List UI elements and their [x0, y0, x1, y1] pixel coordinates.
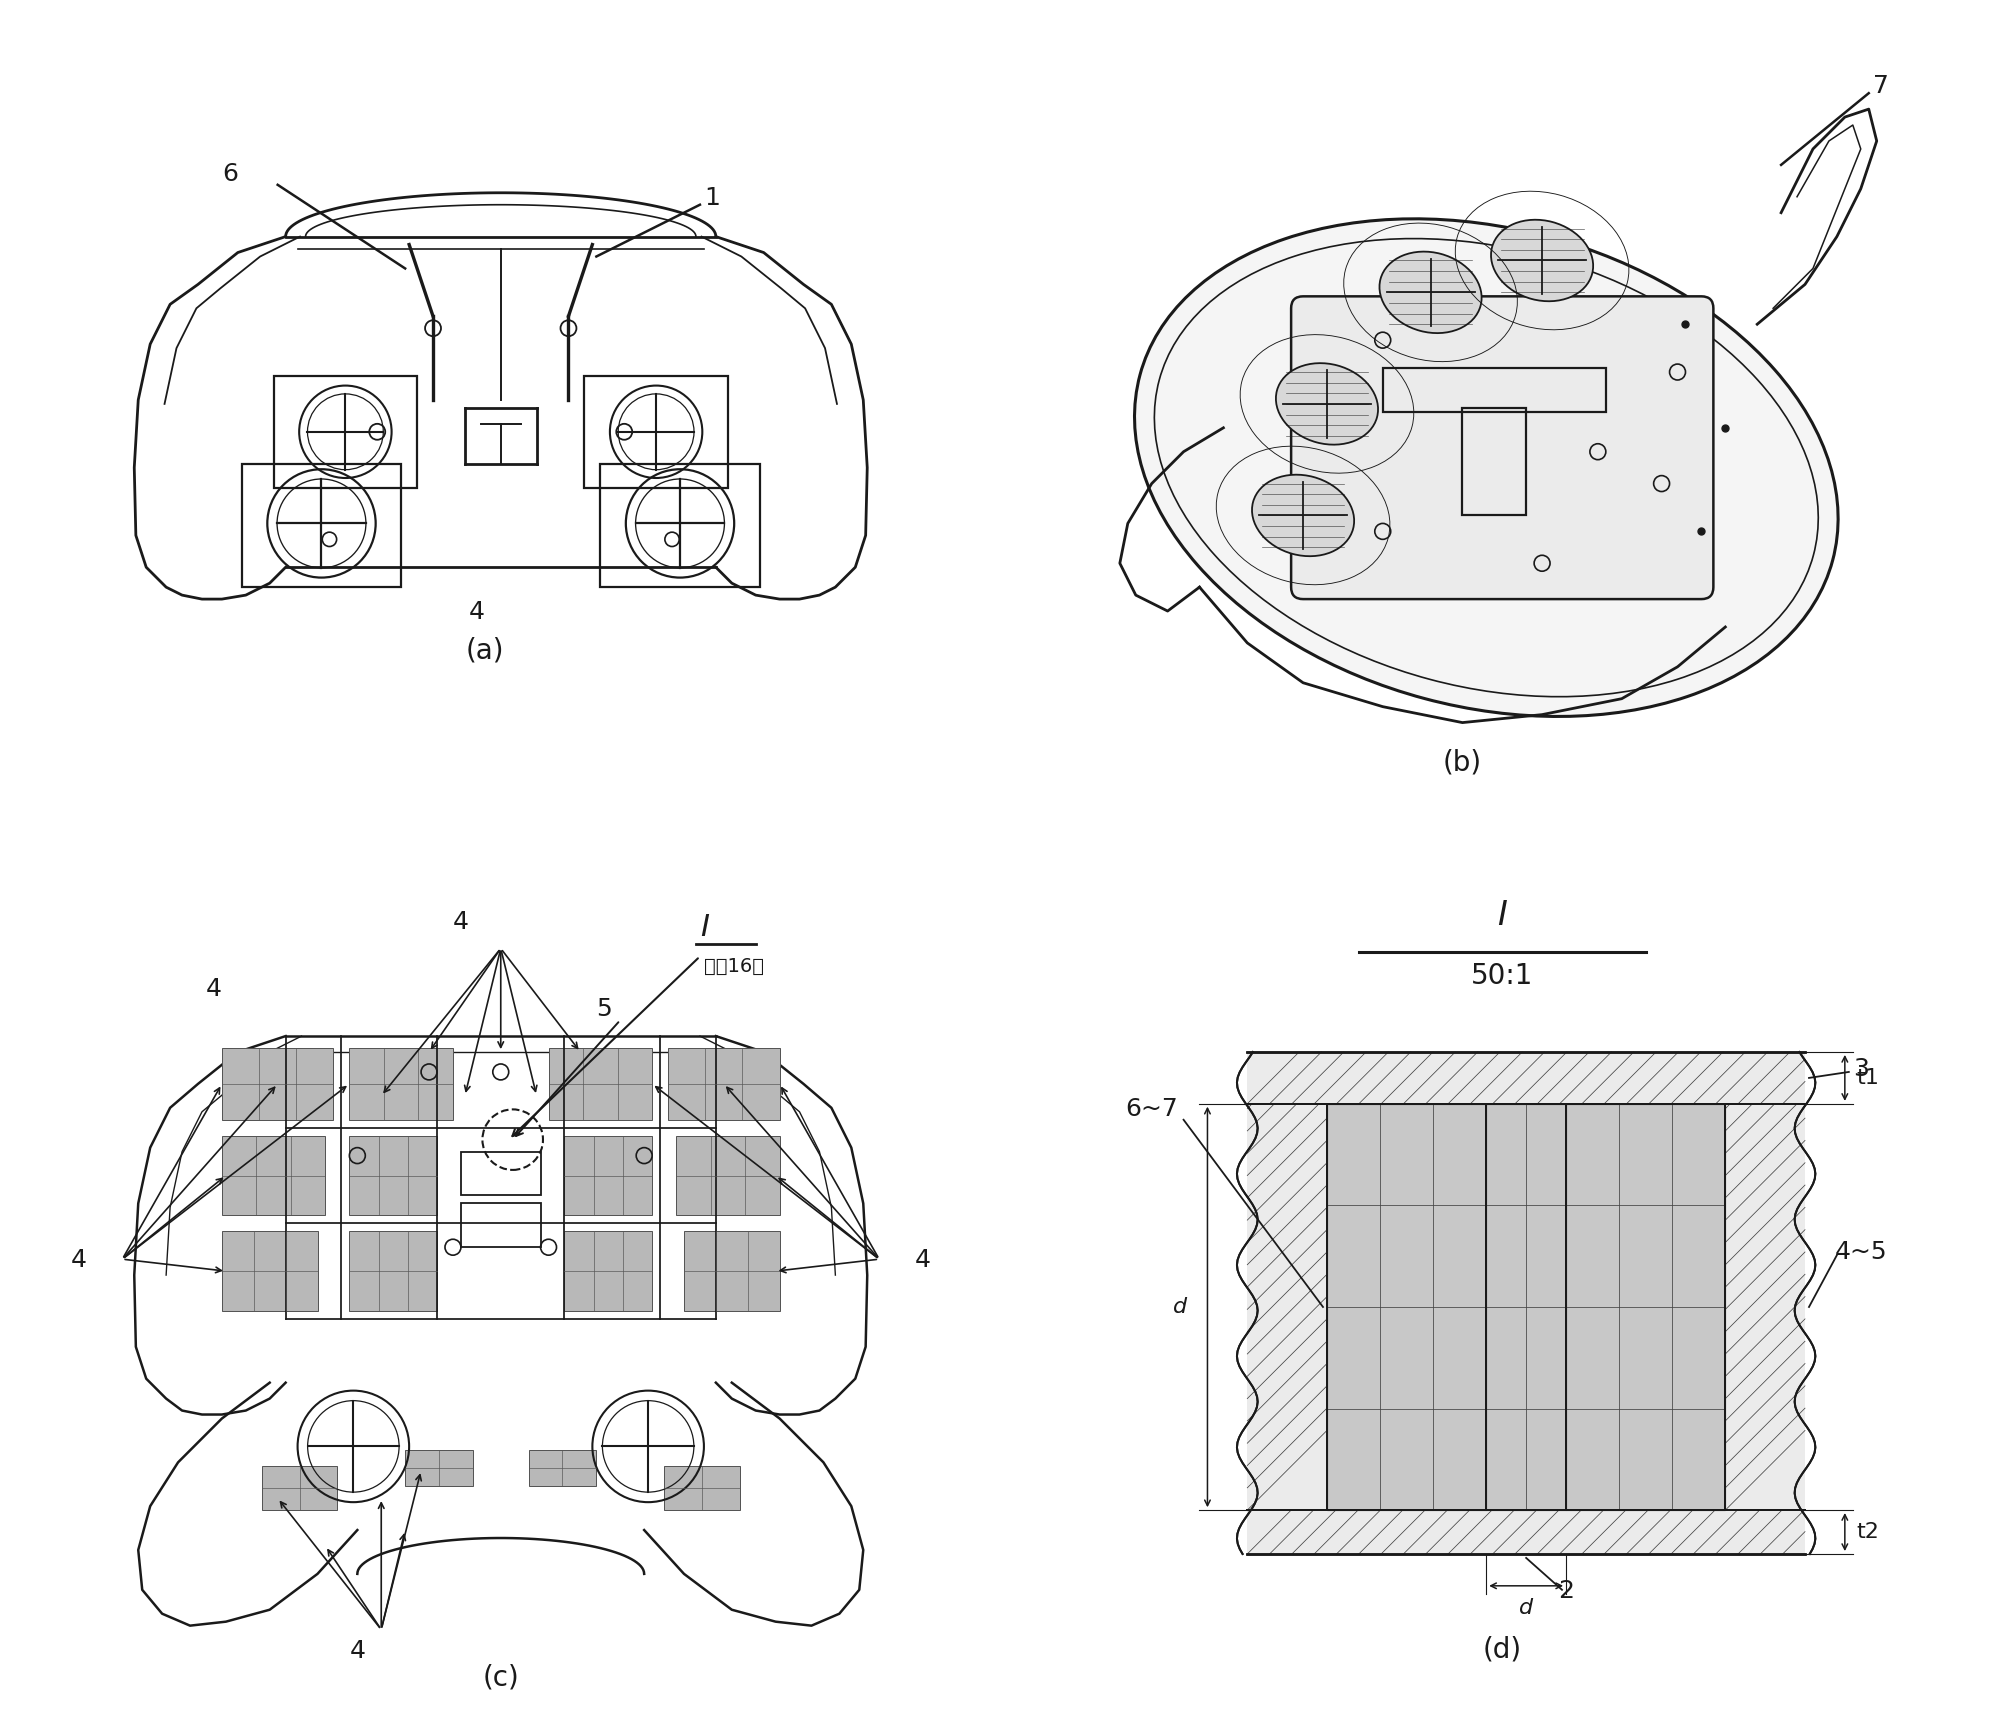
Bar [1248, 1510, 1805, 1554]
Text: 4: 4 [915, 1249, 931, 1271]
Bar [274, 376, 417, 488]
Ellipse shape [1252, 475, 1354, 556]
Text: 6: 6 [222, 161, 238, 185]
Bar [565, 1231, 653, 1311]
Bar [549, 1048, 653, 1119]
Text: 4: 4 [469, 599, 485, 624]
Text: 4: 4 [453, 909, 469, 934]
Text: 5: 5 [597, 998, 613, 1022]
Ellipse shape [1380, 251, 1482, 333]
Bar [1248, 1103, 1326, 1510]
Ellipse shape [1276, 364, 1378, 445]
Bar [1382, 369, 1606, 412]
Bar [349, 1136, 437, 1216]
Bar [349, 1231, 437, 1311]
Text: 7: 7 [1873, 74, 1889, 99]
Text: d: d [1518, 1597, 1532, 1618]
Text: 1: 1 [703, 185, 719, 210]
FancyBboxPatch shape [1292, 296, 1713, 599]
Bar [222, 1048, 332, 1119]
Bar [222, 1231, 318, 1311]
Bar [349, 1048, 453, 1119]
Text: 2: 2 [1558, 1580, 1574, 1602]
Bar [1725, 1103, 1805, 1510]
Bar [683, 1231, 779, 1311]
Bar [461, 1204, 541, 1247]
Text: d: d [1172, 1297, 1186, 1316]
Ellipse shape [1134, 218, 1839, 717]
Text: (c): (c) [483, 1663, 519, 1692]
Text: (b): (b) [1442, 748, 1482, 776]
Bar [665, 1467, 739, 1510]
Text: (d): (d) [1482, 1635, 1522, 1663]
Text: 50:1: 50:1 [1470, 963, 1534, 991]
Bar [677, 1136, 779, 1216]
Text: t2: t2 [1857, 1522, 1879, 1541]
Bar [669, 1048, 779, 1119]
Bar [1326, 1103, 1486, 1510]
Bar [262, 1467, 337, 1510]
Bar [405, 1450, 473, 1486]
Text: 4: 4 [206, 977, 222, 1001]
Text: (a): (a) [465, 637, 505, 665]
Bar [1486, 1103, 1566, 1510]
Text: t1: t1 [1857, 1069, 1879, 1088]
Bar [242, 464, 401, 587]
Bar [601, 464, 759, 587]
Text: $\mathit{I}$: $\mathit{I}$ [1496, 899, 1508, 932]
Bar [565, 1136, 653, 1216]
Text: 典型16处: 典型16处 [703, 958, 763, 977]
Bar [222, 1136, 324, 1216]
Bar [1566, 1103, 1725, 1510]
Text: 3: 3 [1853, 1057, 1869, 1081]
Text: 6~7: 6~7 [1126, 1096, 1178, 1121]
Bar [585, 376, 727, 488]
Bar [461, 1152, 541, 1195]
Bar [1462, 409, 1526, 516]
Text: 4: 4 [349, 1638, 365, 1663]
Ellipse shape [1490, 220, 1592, 301]
Text: 4: 4 [70, 1249, 86, 1271]
Text: $\mathit{I}$: $\mathit{I}$ [699, 913, 711, 942]
Bar [1248, 1051, 1805, 1103]
Text: 4~5: 4~5 [1835, 1240, 1887, 1264]
Bar [529, 1450, 597, 1486]
